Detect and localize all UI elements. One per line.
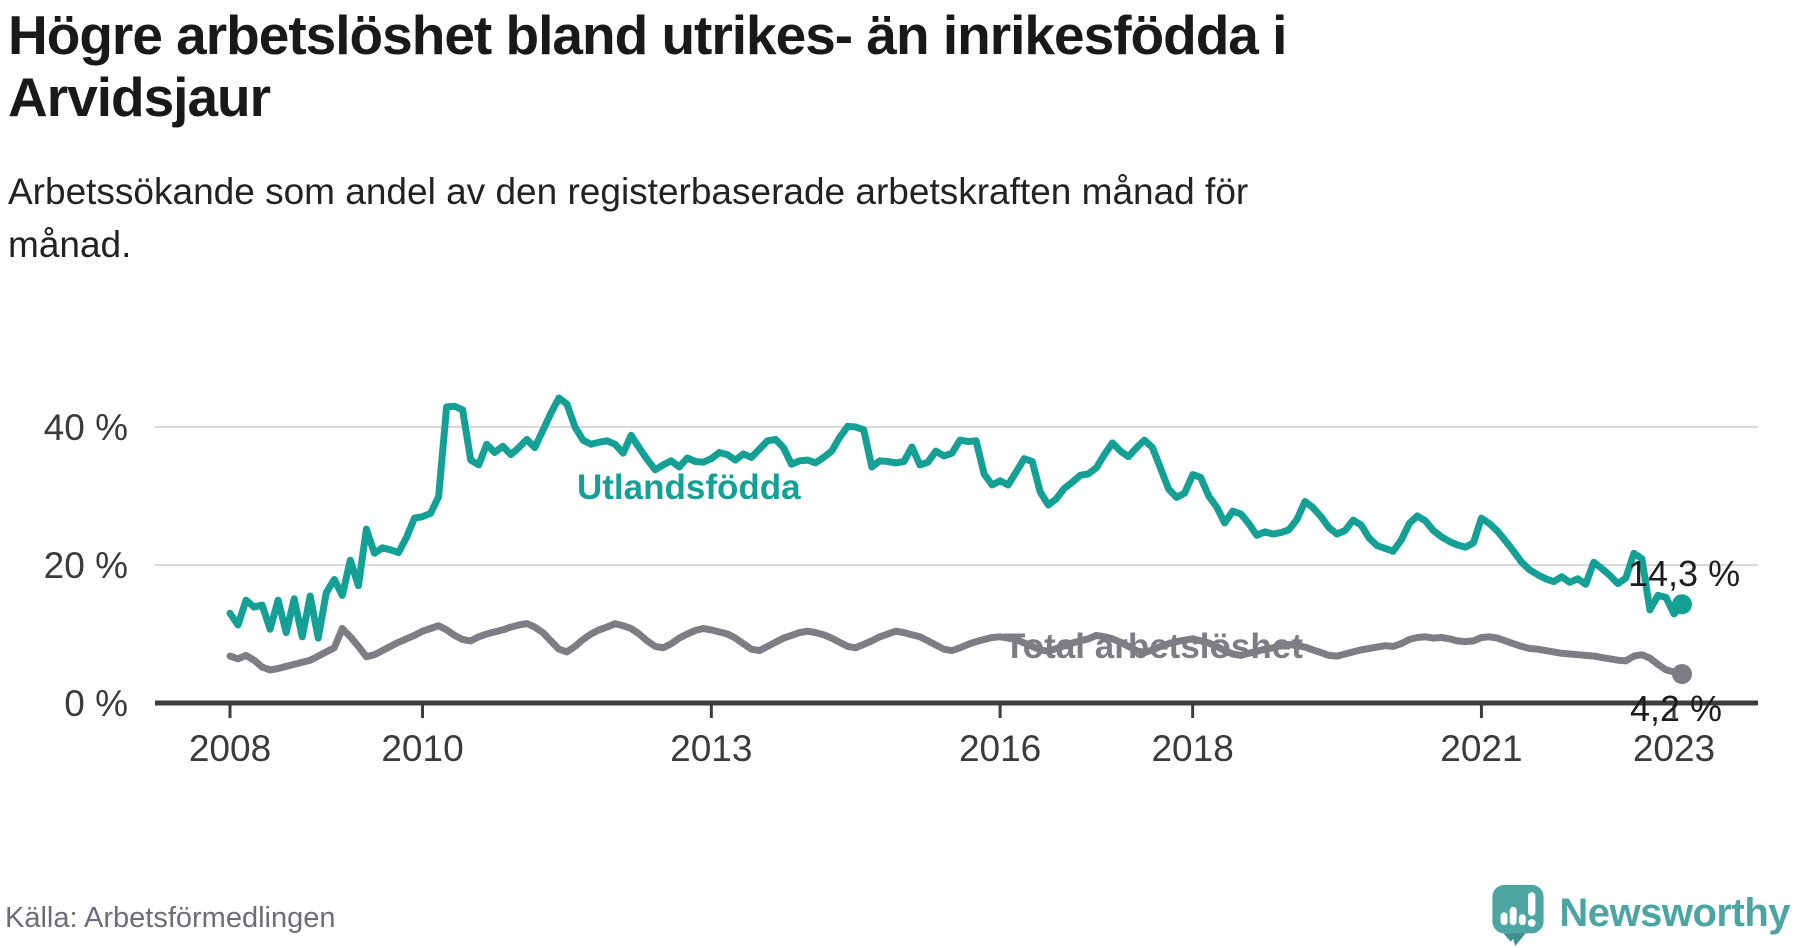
utlandsfodda-end-dot — [1672, 594, 1692, 615]
utlandsfodda-line — [226, 394, 1686, 642]
total-arbetsloshet-line — [226, 620, 1686, 678]
gridlines — [155, 426, 1758, 566]
total-end-dot — [1672, 664, 1692, 684]
